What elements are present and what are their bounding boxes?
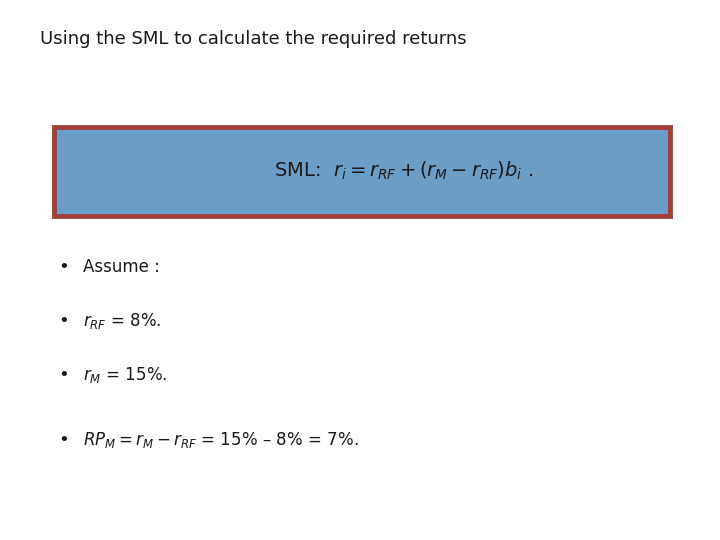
Text: Assume :: Assume : <box>83 258 160 276</box>
Text: Using the SML to calculate the required returns: Using the SML to calculate the required … <box>40 30 467 48</box>
FancyBboxPatch shape <box>54 127 670 216</box>
Text: $r_M$ = 15%.: $r_M$ = 15%. <box>83 365 167 386</box>
Text: •: • <box>58 366 68 384</box>
Text: •: • <box>58 312 68 330</box>
Text: •: • <box>58 258 68 276</box>
Text: SML:  $r_i = r_{RF} + (r_M - r_{RF})b_i$ .: SML: $r_i = r_{RF} + (r_M - r_{RF})b_i$ … <box>274 160 534 183</box>
Text: $RP_M = r_M - r_{RF}$ = 15% – 8% = 7%.: $RP_M = r_M - r_{RF}$ = 15% – 8% = 7%. <box>83 430 359 450</box>
Text: $r_{RF}$ = 8%.: $r_{RF}$ = 8%. <box>83 311 161 332</box>
Text: •: • <box>58 431 68 449</box>
